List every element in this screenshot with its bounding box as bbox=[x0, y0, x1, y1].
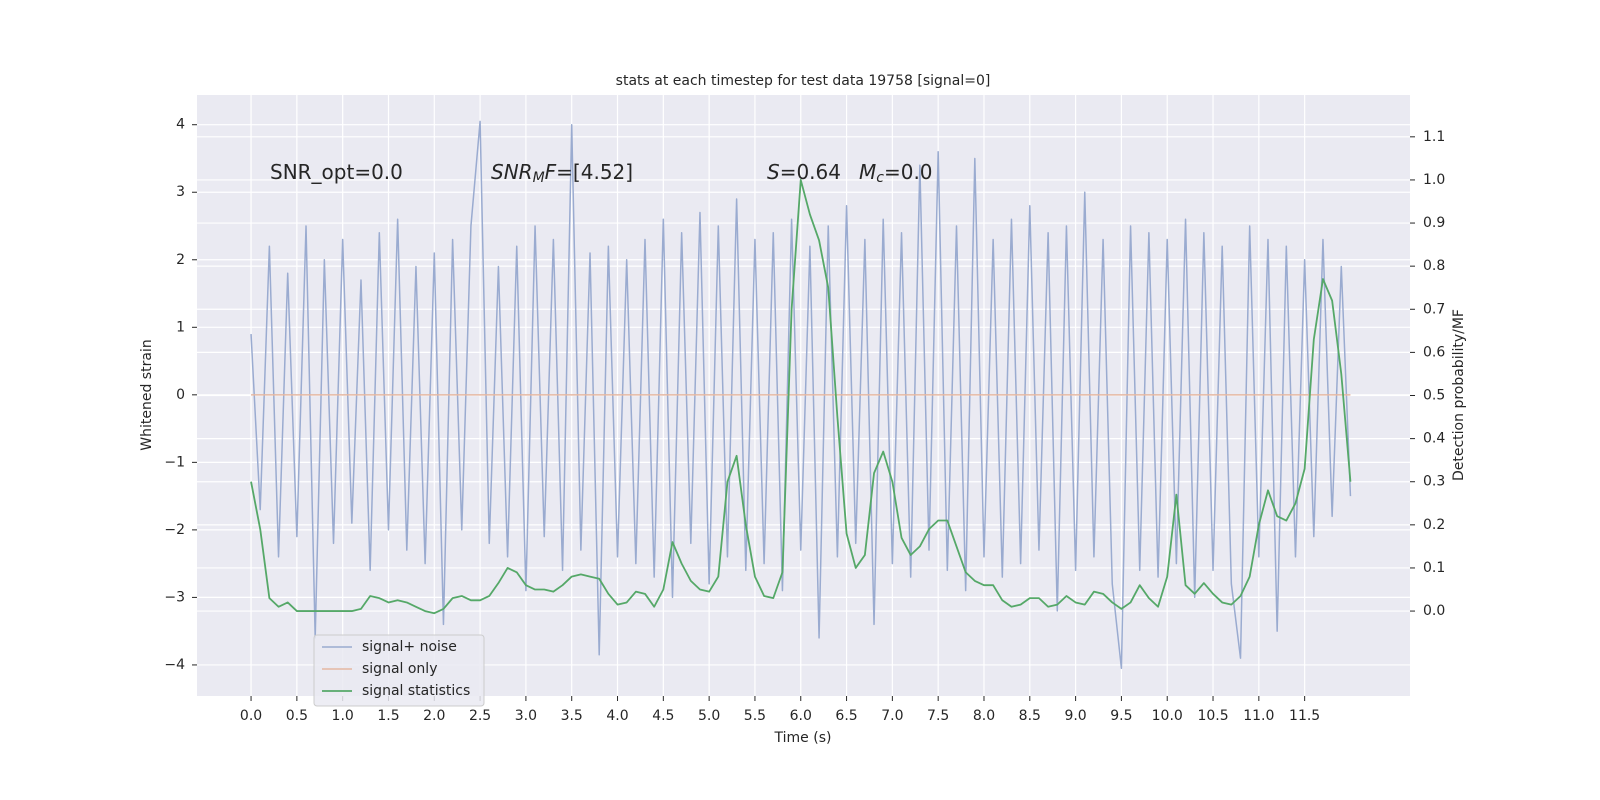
y2-tick-label: 0.9 bbox=[1423, 215, 1445, 231]
y-tick-label: −4 bbox=[164, 657, 185, 673]
annotation-part: SNR_opt=0.0 bbox=[270, 160, 403, 184]
annotation-part: =[4.52] bbox=[556, 160, 633, 184]
legend-label: signal+ noise bbox=[362, 639, 457, 655]
y2-tick-label: 1.0 bbox=[1423, 172, 1445, 188]
x-tick-label: 6.0 bbox=[790, 708, 812, 724]
y-tick-label: 1 bbox=[176, 319, 185, 335]
x-tick-label: 1.0 bbox=[332, 708, 354, 724]
annotation-part: =0.64 bbox=[780, 160, 841, 184]
x-tick-label: 3.0 bbox=[515, 708, 537, 724]
series-line bbox=[250, 120, 1352, 670]
y2-tick-label: 0.0 bbox=[1423, 603, 1445, 619]
x-tick-label: 4.5 bbox=[652, 708, 674, 724]
y2-tick-label: 0.7 bbox=[1423, 301, 1445, 317]
y2-tick-label: 0.3 bbox=[1423, 474, 1445, 490]
annotation-part: F bbox=[545, 160, 557, 184]
x-tick-label: 4.0 bbox=[606, 708, 628, 724]
y2-axis-label: Detection probability/MF bbox=[1451, 309, 1467, 481]
y-tick-label: −3 bbox=[164, 589, 185, 605]
annotation: S=0.64 bbox=[767, 160, 841, 184]
annotation-part: SNR bbox=[491, 160, 533, 184]
y2-tick-label: 0.6 bbox=[1423, 344, 1445, 360]
x-tick-label: 5.5 bbox=[744, 708, 766, 724]
annotation-part: M bbox=[859, 160, 876, 184]
y-axis-label: Whitened strain bbox=[139, 339, 155, 450]
annotation-part: =0.0 bbox=[884, 160, 933, 184]
x-tick-label: 8.5 bbox=[1019, 708, 1041, 724]
y2-tick-label: 0.5 bbox=[1423, 388, 1445, 404]
x-tick-label: 6.5 bbox=[835, 708, 857, 724]
y2-tick-label: 0.1 bbox=[1423, 560, 1445, 576]
x-tick-label: 2.0 bbox=[423, 708, 445, 724]
x-tick-label: 8.0 bbox=[973, 708, 995, 724]
series-line bbox=[250, 179, 1352, 615]
annotation-part: c bbox=[876, 170, 884, 186]
x-tick-label: 11.5 bbox=[1289, 708, 1320, 724]
x-tick-label: 7.0 bbox=[881, 708, 903, 724]
y-tick-label: 4 bbox=[176, 117, 185, 133]
x-tick-label: 9.0 bbox=[1064, 708, 1086, 724]
y-tick-label: 0 bbox=[176, 387, 185, 403]
y2-tick-label: 0.4 bbox=[1423, 431, 1445, 447]
annotation-part: S bbox=[767, 160, 780, 184]
annotation: Mc=0.0 bbox=[859, 160, 933, 187]
legend-label: signal statistics bbox=[362, 683, 470, 699]
x-tick-label: 10.5 bbox=[1197, 708, 1228, 724]
annotation: SNR_opt=0.0 bbox=[270, 160, 403, 184]
x-axis-label: Time (s) bbox=[774, 730, 832, 746]
x-tick-label: 0.5 bbox=[286, 708, 308, 724]
y-tick-label: 2 bbox=[176, 252, 185, 268]
x-tick-label: 5.0 bbox=[698, 708, 720, 724]
x-tick-label: 0.0 bbox=[240, 708, 262, 724]
chart-title: stats at each timestep for test data 197… bbox=[616, 73, 991, 89]
legend-label: signal only bbox=[362, 661, 437, 677]
x-tick-label: 11.0 bbox=[1243, 708, 1274, 724]
y-tick-label: −1 bbox=[164, 454, 185, 470]
annotation-part: M bbox=[533, 170, 545, 186]
x-tick-label: 1.5 bbox=[377, 708, 399, 724]
y2-tick-label: 1.1 bbox=[1423, 129, 1445, 145]
x-tick-label: 7.5 bbox=[927, 708, 949, 724]
y-tick-label: −2 bbox=[164, 522, 185, 538]
y-tick-label: 3 bbox=[176, 184, 185, 200]
x-tick-label: 2.5 bbox=[469, 708, 491, 724]
y2-tick-label: 0.8 bbox=[1423, 258, 1445, 274]
x-tick-label: 9.5 bbox=[1110, 708, 1132, 724]
annotation: SNRMF=[4.52] bbox=[491, 160, 633, 187]
y2-tick-label: 0.2 bbox=[1423, 517, 1445, 533]
x-tick-label: 10.0 bbox=[1152, 708, 1183, 724]
x-tick-label: 3.5 bbox=[561, 708, 583, 724]
legend-box bbox=[313, 634, 485, 707]
